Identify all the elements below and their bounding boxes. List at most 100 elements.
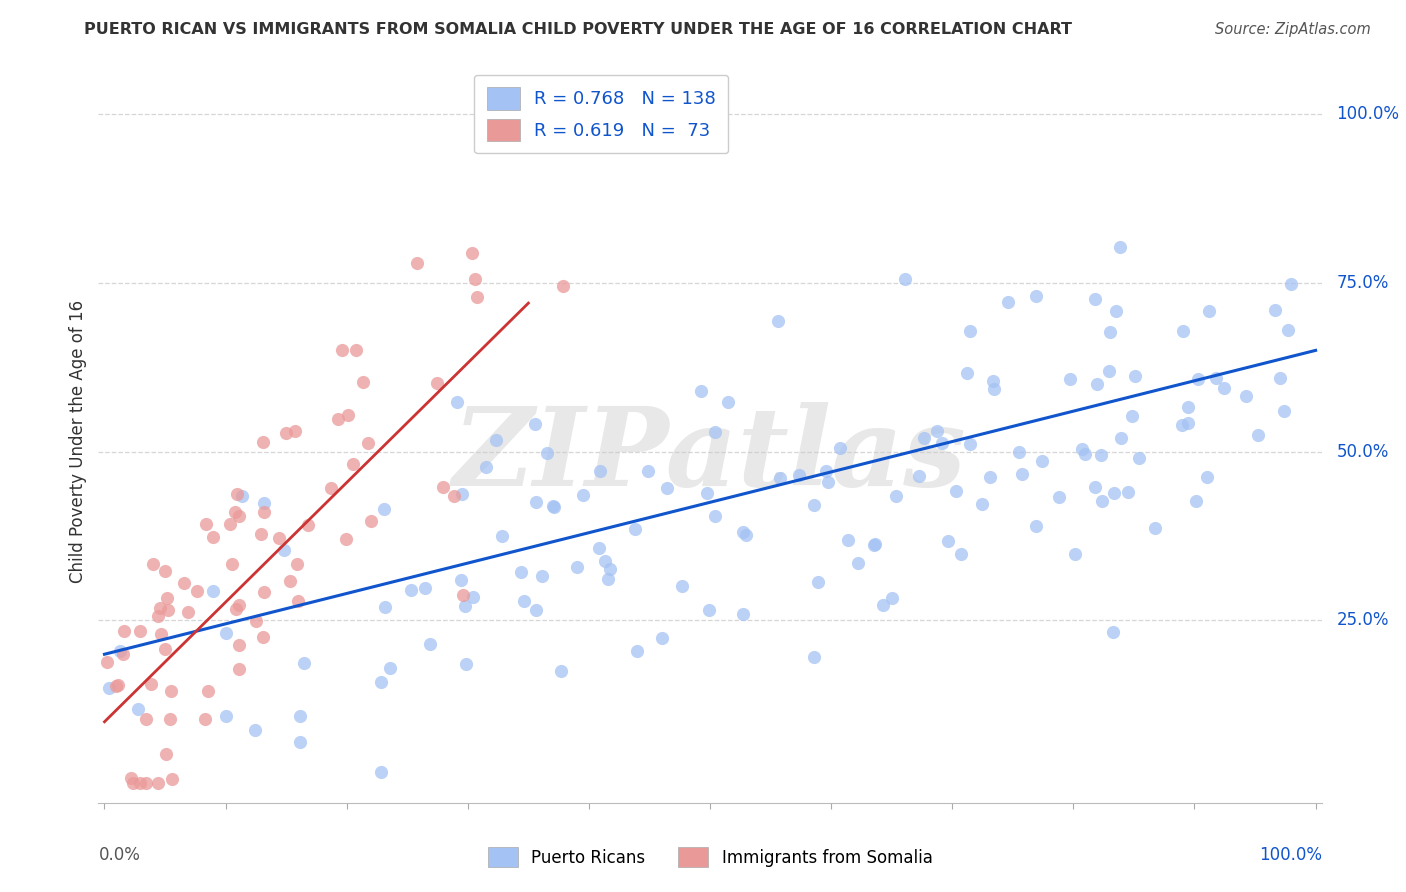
Point	[252, 585, 274, 599]
Point	[846, 556, 869, 570]
Point	[925, 424, 948, 438]
Point	[884, 489, 907, 503]
Point	[837, 533, 859, 547]
Point	[623, 522, 645, 536]
Legend: Puerto Ricans, Immigrants from Somalia: Puerto Ricans, Immigrants from Somalia	[481, 840, 939, 874]
Point	[981, 375, 1004, 389]
Point	[1185, 494, 1208, 508]
Point	[360, 514, 382, 528]
Point	[98, 681, 121, 695]
Point	[228, 509, 250, 524]
Point	[588, 541, 610, 555]
Point	[817, 475, 839, 490]
Point	[803, 649, 825, 664]
Point	[651, 631, 673, 645]
Point	[141, 557, 163, 571]
Point	[413, 581, 436, 595]
Point	[997, 294, 1019, 309]
Point	[194, 712, 217, 726]
Point	[863, 537, 886, 551]
Point	[567, 559, 589, 574]
Point	[1101, 624, 1123, 639]
Point	[249, 527, 271, 541]
Point	[1277, 323, 1299, 337]
Point	[399, 582, 422, 597]
Point	[979, 470, 1001, 484]
Point	[426, 376, 449, 391]
Point	[814, 464, 837, 478]
Point	[862, 538, 884, 552]
Point	[1121, 409, 1143, 423]
Point	[1177, 400, 1199, 414]
Point	[454, 599, 477, 613]
Point	[1270, 371, 1292, 385]
Point	[419, 637, 441, 651]
Text: 25.0%: 25.0%	[1336, 612, 1389, 630]
Point	[464, 272, 486, 286]
Point	[443, 489, 465, 503]
Point	[357, 436, 380, 450]
Point	[202, 530, 225, 544]
Point	[735, 528, 758, 542]
Point	[454, 657, 477, 672]
Point	[450, 487, 472, 501]
Point	[1105, 304, 1128, 318]
Point	[524, 495, 547, 509]
Point	[959, 437, 981, 451]
Point	[197, 683, 219, 698]
Point	[1091, 493, 1114, 508]
Point	[225, 602, 247, 616]
Point	[112, 624, 135, 639]
Point	[153, 564, 176, 578]
Point	[252, 435, 274, 450]
Point	[731, 524, 754, 539]
Point	[297, 517, 319, 532]
Point	[1064, 547, 1087, 561]
Point	[228, 638, 250, 652]
Point	[342, 457, 364, 471]
Point	[450, 573, 472, 587]
Point	[228, 662, 250, 676]
Point	[194, 516, 217, 531]
Text: Source: ZipAtlas.com: Source: ZipAtlas.com	[1215, 22, 1371, 37]
Point	[1098, 325, 1121, 339]
Point	[370, 765, 392, 780]
Point	[278, 574, 301, 588]
Point	[572, 488, 595, 502]
Point	[1084, 480, 1107, 494]
Point	[252, 630, 274, 644]
Point	[955, 366, 977, 380]
Point	[550, 665, 572, 679]
Point	[894, 272, 917, 286]
Point	[228, 599, 250, 613]
Point	[983, 382, 1005, 396]
Text: 100.0%: 100.0%	[1258, 847, 1322, 864]
Point	[1177, 416, 1199, 430]
Point	[215, 709, 238, 723]
Point	[285, 558, 308, 572]
Point	[484, 433, 506, 447]
Point	[1123, 368, 1146, 383]
Point	[543, 499, 565, 513]
Point	[432, 479, 454, 493]
Text: 75.0%: 75.0%	[1336, 274, 1389, 292]
Point	[284, 424, 307, 438]
Point	[1047, 490, 1070, 504]
Point	[671, 579, 693, 593]
Point	[936, 534, 959, 549]
Point	[155, 747, 177, 761]
Point	[1247, 428, 1270, 442]
Point	[111, 647, 134, 661]
Point	[245, 614, 267, 628]
Point	[107, 678, 129, 692]
Point	[129, 624, 152, 638]
Point	[176, 605, 198, 619]
Point	[1102, 486, 1125, 500]
Point	[655, 481, 678, 495]
Point	[1097, 364, 1119, 378]
Point	[524, 417, 547, 431]
Point	[596, 572, 619, 586]
Point	[1031, 454, 1053, 468]
Point	[288, 735, 311, 749]
Point	[491, 529, 513, 543]
